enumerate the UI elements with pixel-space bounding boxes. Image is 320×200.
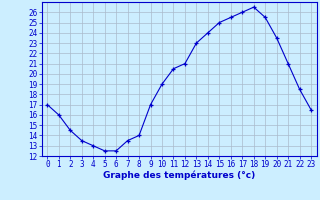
X-axis label: Graphe des températures (°c): Graphe des températures (°c) [103, 171, 255, 180]
